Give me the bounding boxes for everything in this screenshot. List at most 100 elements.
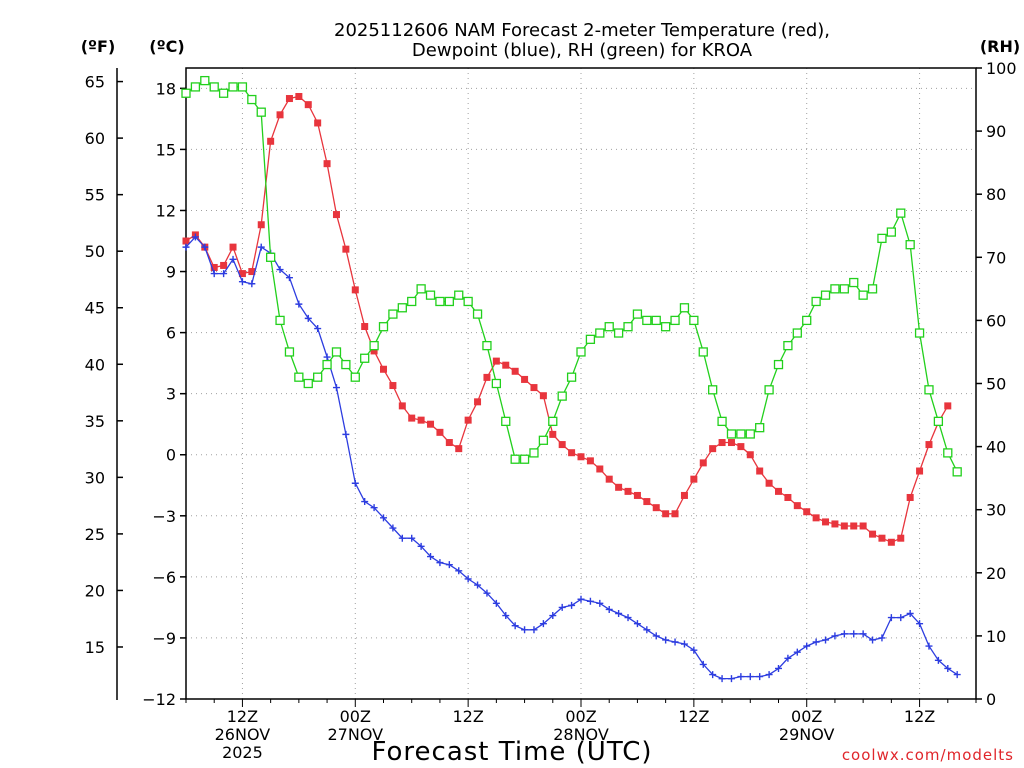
temperature-point — [238, 270, 246, 278]
temperature-point — [436, 428, 444, 436]
rh-point — [510, 454, 520, 464]
dewpoint-point — [549, 612, 557, 620]
rh-point — [886, 227, 897, 237]
celsius-tick-label: 12 — [156, 201, 176, 220]
rh-point — [896, 208, 906, 218]
dewpoint-point — [718, 675, 726, 683]
temperature-point — [276, 111, 284, 119]
rh-point — [200, 75, 210, 86]
x-axis-title: Forecast Time (UTC) — [371, 737, 652, 767]
temperature-point — [229, 243, 237, 251]
dewpoint-point — [436, 559, 444, 567]
dewpoint-point — [492, 599, 500, 607]
temperature-point — [577, 453, 585, 461]
temperature-point — [427, 420, 435, 428]
dewpoint-point — [869, 636, 877, 644]
temperature-point — [680, 491, 688, 499]
temperature-point — [210, 263, 218, 271]
dewpoint-point — [474, 581, 482, 589]
rh-point — [783, 340, 793, 351]
rh-point — [689, 315, 699, 326]
temperature-point — [361, 323, 369, 331]
temperature-point — [850, 522, 858, 530]
rh-point — [407, 296, 417, 307]
celsius-tick-label: −9 — [152, 629, 176, 648]
rh-point — [651, 315, 661, 326]
temperature-point — [267, 137, 275, 145]
dewpoint-point — [210, 270, 218, 278]
fahrenheit-tick-label: 45 — [85, 299, 105, 318]
x-tick-label: 29NOV — [779, 725, 835, 744]
fahrenheit-tick-label: 30 — [85, 468, 105, 487]
rh-point — [736, 429, 746, 439]
rh-point — [867, 284, 878, 294]
rh-point — [275, 315, 285, 326]
rh-point — [435, 296, 445, 307]
rh-point — [491, 378, 502, 389]
rh-tick-label: 20 — [986, 564, 1006, 583]
celsius-tick-label: −6 — [152, 568, 176, 587]
celsius-tick-label: −3 — [152, 507, 176, 526]
temperature-point — [295, 92, 303, 100]
rh-tick-label: 100 — [986, 59, 1017, 78]
dewpoint-point — [727, 675, 735, 683]
temperature-point — [784, 493, 792, 501]
temperature-point — [605, 475, 613, 483]
dewpoint-point — [690, 646, 698, 654]
dewpoint-point — [897, 614, 905, 622]
temperature-point — [878, 534, 886, 542]
rh-point — [294, 372, 304, 382]
rh-point — [755, 423, 765, 433]
temperature-point — [398, 402, 406, 410]
dewpoint-point — [427, 553, 435, 561]
fahrenheit-tick-label: 15 — [85, 638, 105, 657]
dewpoint-point — [445, 561, 453, 569]
temperature-point — [445, 439, 453, 447]
rh-line — [185, 79, 958, 473]
temperature-point — [417, 416, 425, 424]
x-tick-label: 00Z — [791, 707, 822, 726]
temperature-line — [185, 95, 949, 544]
rh-point — [792, 328, 802, 338]
rh-point — [585, 334, 596, 344]
temperature-point — [887, 538, 895, 546]
fahrenheit-axis-ticks: 65 60 55 50 45 40 35 30 25 20 15 — [85, 73, 123, 657]
dewpoint-point — [812, 638, 820, 646]
dewpoint-point — [502, 612, 510, 620]
rh-point — [764, 385, 774, 395]
rh-point — [529, 448, 539, 458]
fahrenheit-tick-label: 55 — [85, 186, 105, 205]
celsius-tick-label: 6 — [166, 324, 176, 343]
temperature-point — [182, 237, 190, 245]
rh-point — [623, 322, 633, 332]
rh-tick-label: 50 — [986, 375, 1006, 394]
dewpoint-point — [380, 514, 387, 522]
rh-point — [538, 435, 549, 445]
dewpoint-point — [229, 255, 237, 263]
temperature-point — [906, 493, 914, 501]
dewpoint-point — [906, 610, 914, 618]
dewpoint-point — [671, 638, 679, 646]
rh-point — [501, 416, 511, 427]
chart-title-line-2: Dewpoint (blue), RH (green) for KROA — [412, 40, 753, 61]
dewpoint-point — [916, 620, 924, 628]
dewpoint-point — [746, 673, 754, 681]
temperature-point — [248, 268, 256, 276]
dewpoint-point — [191, 233, 199, 241]
dewpoint-point — [295, 300, 303, 308]
fahrenheit-tick-label: 50 — [85, 242, 105, 261]
rh-point — [726, 429, 737, 439]
rh-point — [566, 372, 577, 382]
temperature-point — [389, 382, 397, 390]
x-tick-label: 12Z — [904, 707, 935, 726]
temperature-point — [596, 465, 604, 473]
dewpoint-point — [455, 567, 463, 575]
temperature-point — [727, 439, 735, 447]
rh-point — [425, 290, 436, 300]
temperature-point — [483, 373, 491, 381]
dewpoint-point — [370, 504, 378, 512]
x-tick-label: 12Z — [452, 707, 483, 726]
temperature-point — [633, 491, 641, 499]
celsius-axis-ticks: 18 15 12 9 6 3 0 −3 −6 −9 −12 — [142, 79, 186, 709]
